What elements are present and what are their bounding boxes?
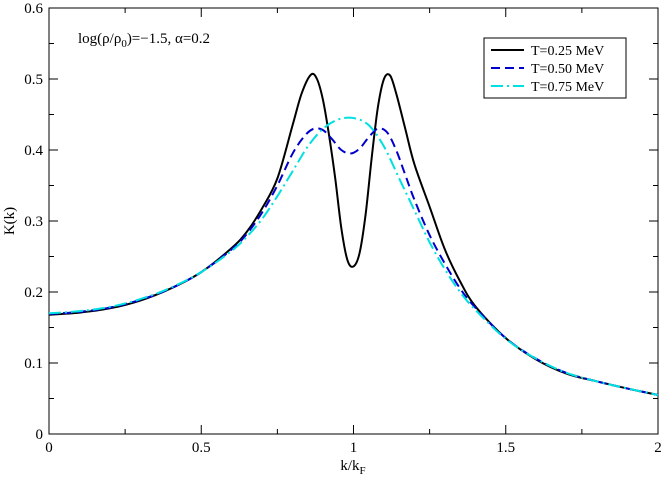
series-line-1 xyxy=(48,72,659,396)
legend: T=0.25 MeV T=0.50 MeV T=0.75 MeV xyxy=(483,37,627,99)
legend-label-3: T=0.75 MeV xyxy=(531,80,604,95)
x-tick-label: 0 xyxy=(45,440,53,456)
x-axis-label: k/kF xyxy=(340,458,365,477)
series-layer xyxy=(48,72,659,396)
legend-items: T=0.25 MeV T=0.50 MeV T=0.75 MeV xyxy=(491,44,604,95)
x-tick-label: 1 xyxy=(350,440,358,456)
y-tick-label: 0.3 xyxy=(24,214,43,230)
annotation-rest: )=−1.5, α=0.2 xyxy=(127,31,210,47)
legend-label-1: T=0.25 MeV xyxy=(531,44,604,59)
x-tick-label: 2 xyxy=(654,440,662,456)
annotation-subscript: 0 xyxy=(121,38,127,50)
y-tick-label: 0.6 xyxy=(24,1,43,17)
series-line-2 xyxy=(48,127,659,396)
x-tick-label: 0.5 xyxy=(192,440,211,456)
x-tick-label: 1.5 xyxy=(496,440,515,456)
annotation: log(ρ/ρ0)=−1.5, α=0.2 xyxy=(78,31,210,50)
y-tick-label: 0.2 xyxy=(24,285,43,301)
y-axis-label: K(k) xyxy=(2,207,18,235)
axis-ticks: 0 0.5 1 1.5 2 0 0.1 0.2 0.3 0.4 0.5 0.6 xyxy=(24,1,662,456)
y-tick-label: 0.4 xyxy=(24,143,43,159)
series-line-3 xyxy=(48,116,659,396)
y-tick-label: 0 xyxy=(36,427,44,443)
y-tick-label: 0.1 xyxy=(24,356,43,372)
y-tick-label: 0.5 xyxy=(24,72,43,88)
legend-label-2: T=0.50 MeV xyxy=(531,62,604,77)
x-axis-label-subscript: F xyxy=(360,465,366,477)
